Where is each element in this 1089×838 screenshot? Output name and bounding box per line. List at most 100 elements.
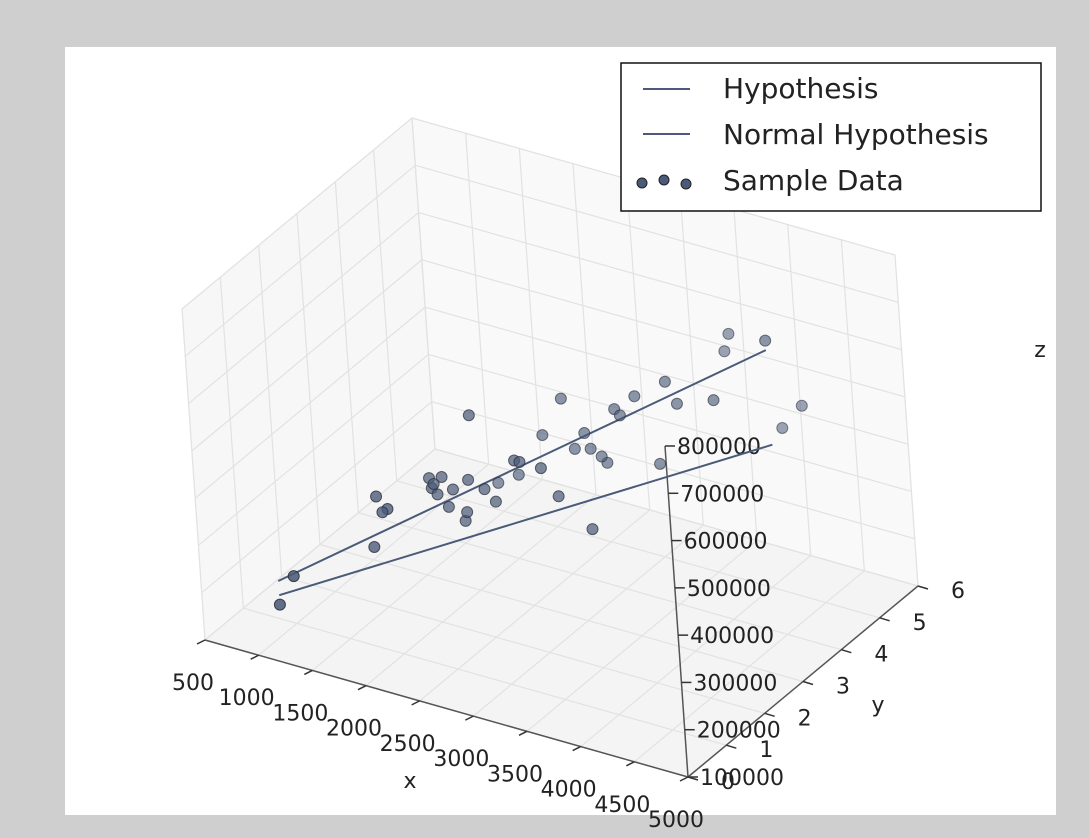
sample-point — [435, 471, 448, 484]
sample-point — [273, 598, 286, 611]
sample-point — [578, 427, 591, 440]
sample-points — [273, 327, 808, 611]
x-tick-mark — [679, 776, 689, 782]
gridline-z-left — [201, 401, 433, 594]
x-tick-mark — [303, 669, 313, 676]
sample-point — [584, 442, 597, 455]
x-tick-mark — [357, 684, 367, 691]
y-tick-mark — [764, 712, 775, 718]
legend-sample-marker-3 — [680, 178, 692, 190]
x-tick-mark — [518, 730, 528, 737]
x-tick-label: 2500 — [380, 732, 436, 757]
sample-point — [586, 523, 599, 536]
sample-point — [512, 468, 525, 481]
z-tick-label: 100000 — [700, 766, 784, 791]
sample-point — [552, 490, 565, 503]
x-tick-label: 1000 — [219, 686, 275, 711]
sample-point — [554, 392, 567, 405]
y-axis-label: y — [871, 693, 884, 718]
y-tick-label: 0 — [721, 770, 735, 795]
legend: Hypothesis Normal Hypothesis Sample Data — [620, 62, 1042, 212]
gridline-x-back — [518, 148, 543, 480]
gridline-y-left — [181, 308, 206, 641]
sample-point — [534, 462, 547, 475]
sample-point — [368, 540, 381, 553]
z-tick-label: 200000 — [697, 719, 781, 744]
gridline-z-back — [428, 353, 912, 493]
x-tick-label: 5000 — [648, 808, 704, 833]
sample-point — [718, 345, 731, 358]
y-tick-label: 3 — [836, 675, 850, 700]
gridline-z-back — [424, 306, 909, 445]
z-tick-label: 700000 — [680, 482, 764, 507]
gridline-y-floor — [358, 512, 842, 651]
sample-point — [628, 390, 641, 403]
y-tick-mark — [726, 744, 737, 749]
gridline-z-left — [204, 448, 436, 641]
gridline-x-back — [733, 209, 758, 541]
sample-point — [658, 375, 671, 388]
x-tick-label: 3000 — [433, 747, 489, 772]
gridline-z-left — [191, 259, 423, 452]
x-tick-mark — [464, 715, 474, 721]
gridline-z-left — [181, 117, 413, 310]
gridline-z-left — [184, 164, 416, 357]
tick-labels: 5001000150020002500300035004000450050000… — [172, 435, 965, 833]
gridline-y-left — [296, 213, 321, 545]
y-tick-label: 6 — [951, 579, 965, 604]
sample-point — [513, 456, 526, 469]
sample-point — [462, 409, 475, 422]
gridline-x-back — [679, 194, 704, 526]
sample-point — [759, 334, 772, 347]
gridline-z-back — [418, 211, 902, 351]
tick-marks — [196, 445, 929, 782]
z-tick-label: 500000 — [687, 577, 771, 602]
y-tick-label: 2 — [798, 706, 812, 731]
x-axis-line — [204, 639, 689, 778]
x-tick-mark — [411, 700, 421, 706]
x-tick-mark — [250, 654, 260, 660]
y-tick-mark — [879, 617, 890, 622]
x-tick-label: 2000 — [326, 717, 382, 742]
sample-point — [795, 399, 808, 412]
sample-point — [370, 490, 383, 503]
gridline-x-back — [465, 133, 490, 465]
z-tick-label: 800000 — [677, 435, 761, 460]
gridline-y-floor — [243, 607, 727, 746]
gridline-y-left — [373, 149, 398, 481]
gridline-y-left — [411, 117, 436, 450]
gridline-y-floor — [319, 543, 804, 683]
gridline-z-back — [415, 164, 899, 303]
sample-point — [654, 457, 667, 470]
z-tick-label: 600000 — [684, 530, 768, 555]
gridline-x-back — [626, 178, 651, 510]
z-axis-line — [664, 445, 689, 778]
x-tick-label: 4000 — [541, 778, 597, 803]
z-axis-label: z — [1034, 338, 1046, 363]
gridline-y-left — [334, 181, 359, 513]
x-tick-mark — [572, 745, 582, 752]
sample-point — [776, 421, 789, 434]
gridline-z-left — [188, 212, 419, 405]
gridline-z-back — [421, 259, 906, 398]
x-tick-label: 3500 — [487, 762, 543, 787]
sample-point — [536, 429, 549, 442]
x-tick-label: 4500 — [594, 793, 650, 818]
sample-point — [722, 327, 735, 340]
sample-point — [462, 473, 475, 486]
sample-point — [442, 500, 455, 513]
y-tick-mark — [802, 680, 814, 686]
gridline-y-left — [219, 277, 244, 609]
gridline-y-floor — [396, 480, 880, 619]
legend-sample-label: Sample Data — [723, 164, 904, 197]
gridline-y-floor — [281, 575, 765, 714]
sample-point — [568, 442, 581, 455]
x-axis-label: x — [403, 769, 416, 794]
y-tick-mark — [841, 648, 852, 654]
sample-point — [595, 450, 608, 463]
gridline-z-back — [431, 401, 915, 540]
sample-point — [492, 476, 505, 489]
y-tick-label: 5 — [913, 611, 927, 636]
